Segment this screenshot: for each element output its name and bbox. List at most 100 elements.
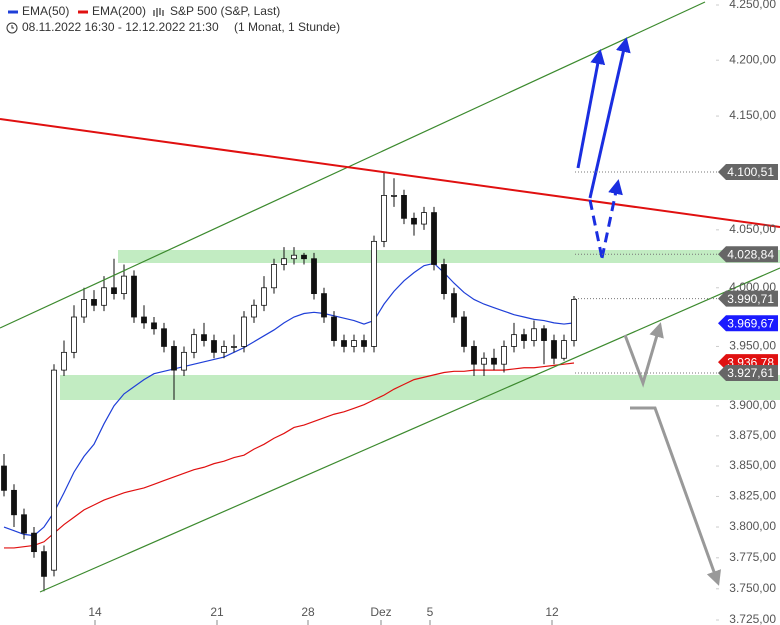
clock-icon <box>11 25 14 29</box>
price-tag-box <box>718 290 778 307</box>
legend: EMA(50) EMA(200) S&P 500 (S&P, Last) 08.… <box>6 4 340 34</box>
candle-body <box>71 316 77 353</box>
candle-body <box>431 212 437 265</box>
dashed-arrow <box>600 179 623 259</box>
candle-body <box>351 340 357 347</box>
candle-body <box>521 334 527 341</box>
candle-body <box>401 195 407 219</box>
legend-label: S&P 500 (S&P, Last) <box>170 4 280 18</box>
candle-body <box>1 465 7 491</box>
candle-body <box>441 264 447 295</box>
plot-area <box>1 172 577 592</box>
y-tick-label: 4.200,00 <box>729 52 776 66</box>
candle-icon <box>153 8 164 17</box>
grey-arrow <box>630 406 721 586</box>
arrow <box>576 49 606 169</box>
candle-body <box>91 299 97 306</box>
y-tick-label: 4.000,00 <box>729 280 776 294</box>
candle-body <box>541 328 547 341</box>
price-tag: 3.969,67 <box>718 315 778 332</box>
candle-body <box>331 316 337 341</box>
candle-body <box>21 514 27 534</box>
price-tag-label: 3.927,61 <box>727 366 774 380</box>
candle-body <box>171 346 177 371</box>
y-tick-label: 3.850,00 <box>729 458 776 472</box>
candle-body <box>361 340 367 347</box>
price-tag: 4.028,84 <box>718 246 778 263</box>
price-tag: 4.100,51 <box>718 164 778 181</box>
price-tag-box <box>718 246 778 263</box>
candle-body <box>471 346 477 365</box>
trend-line <box>0 118 780 228</box>
candle-body <box>301 254 307 260</box>
candle-body <box>81 299 87 318</box>
candle-body <box>461 316 467 347</box>
y-tick-label: 3.900,00 <box>729 398 776 412</box>
candle-body <box>201 334 207 341</box>
y-tick-label: 3.775,00 <box>729 550 776 564</box>
x-tick-label: 28 <box>301 605 315 619</box>
price-tag-label: 3.990,71 <box>727 292 774 306</box>
y-tick-label: 4.150,00 <box>729 108 776 122</box>
candle-body <box>491 357 497 365</box>
y-tick-label: 3.750,00 <box>729 581 776 595</box>
period: 08.11.2022 16:30 - 12.12.2022 21:30 <box>22 20 219 34</box>
y-tick-label: 3.950,00 <box>729 339 776 353</box>
candle-body <box>511 334 517 347</box>
x-tick-label: 5 <box>427 605 434 619</box>
price-tag-box <box>718 315 778 332</box>
candle-body <box>271 264 277 289</box>
candle-body <box>31 532 37 553</box>
candle-body <box>561 340 567 359</box>
channel-lower <box>39 267 780 593</box>
candle-body <box>281 258 287 265</box>
candle-body <box>41 551 47 577</box>
candle-body <box>291 254 297 260</box>
candle-body <box>411 217 417 225</box>
candle-body <box>571 299 577 341</box>
x-tick-label: 14 <box>88 605 102 619</box>
candle-body <box>241 316 247 347</box>
candle-body <box>111 287 117 295</box>
candle-body <box>211 340 217 353</box>
candle-body <box>421 212 427 225</box>
candle-body <box>391 195 397 197</box>
candle-body <box>121 275 127 295</box>
price-tag-label: 3.969,67 <box>727 316 774 330</box>
candle-body <box>231 346 237 348</box>
candle-body <box>141 316 147 324</box>
candle-body <box>451 293 457 318</box>
price-tag-box <box>718 364 778 381</box>
candle-body <box>321 293 327 318</box>
price-tag: 3.927,61 <box>718 364 778 381</box>
x-tick-label: 12 <box>545 605 559 619</box>
candle-body <box>311 258 317 295</box>
dashed-arrow <box>588 199 604 259</box>
legend-label: EMA(50) <box>22 4 69 18</box>
clock-icon <box>6 22 18 34</box>
candle-body <box>191 334 197 353</box>
x-tick-label: 21 <box>210 605 224 619</box>
y-tick-label: 4.250,00 <box>729 0 776 11</box>
y-tick-label: 3.825,00 <box>729 489 776 503</box>
ema-line <box>3 262 575 537</box>
candle-body <box>341 340 347 347</box>
candle-body <box>61 351 67 371</box>
candle-body <box>131 275 137 318</box>
price-tag: 3.990,71 <box>718 290 778 307</box>
candle-body <box>11 489 17 516</box>
arrow <box>588 37 631 199</box>
candle-body <box>261 287 267 306</box>
price-tag-box <box>718 164 778 181</box>
support-zone <box>60 375 780 400</box>
candle-body <box>161 328 167 347</box>
support-zones <box>60 250 780 400</box>
legend-label: EMA(200) <box>92 4 146 18</box>
candle-body <box>251 304 257 318</box>
price-tag-label: 4.028,84 <box>727 247 774 261</box>
candle-body <box>151 322 157 330</box>
ema-line <box>4 362 575 549</box>
candle-body <box>221 346 227 353</box>
candle-body <box>101 287 107 306</box>
